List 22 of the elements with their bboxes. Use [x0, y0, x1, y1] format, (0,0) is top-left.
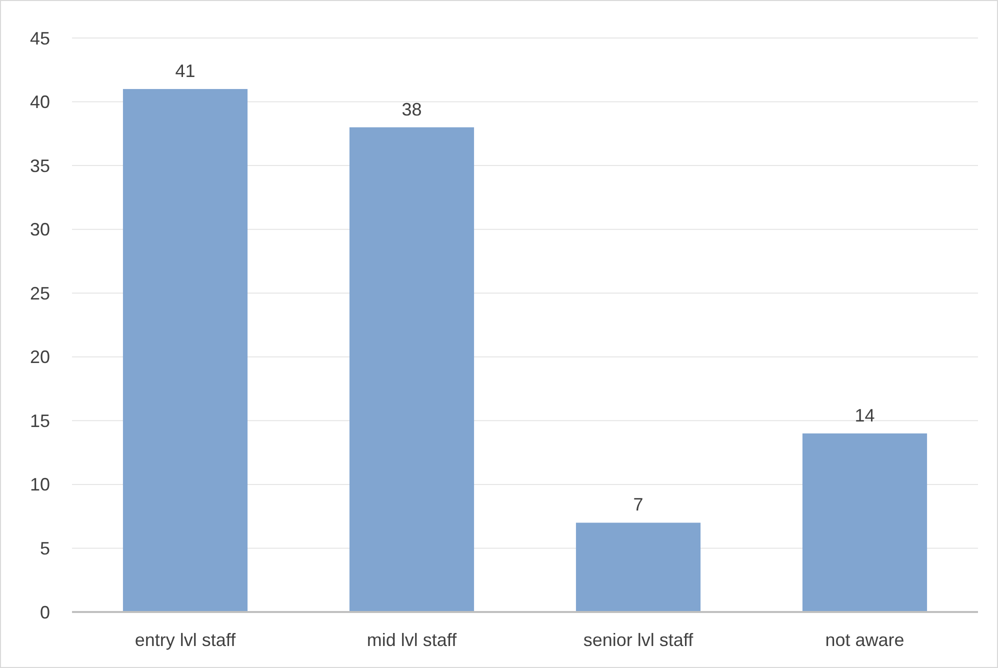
y-tick-label: 0: [40, 602, 50, 622]
x-tick-label: mid lvl staff: [366, 630, 458, 650]
y-tick-label: 25: [30, 283, 50, 304]
y-tick-label: 30: [30, 220, 50, 240]
data-label: 38: [402, 99, 422, 120]
y-tick-label: 35: [30, 156, 50, 176]
y-tick-label: 45: [30, 28, 50, 48]
bar: [349, 127, 474, 612]
bar: [122, 89, 248, 612]
x-tick-label: not aware: [825, 630, 904, 650]
y-tick-label: 15: [30, 410, 50, 431]
bar: [802, 433, 928, 612]
y-tick-label: 10: [30, 474, 50, 495]
bar: [576, 522, 701, 612]
data-label: 14: [854, 405, 875, 426]
data-label: 41: [175, 61, 196, 82]
y-tick-label: 20: [30, 347, 50, 368]
y-tick-label: 40: [30, 92, 50, 112]
x-tick-label: senior lvl staff: [583, 630, 694, 650]
data-label: 7: [633, 494, 644, 515]
x-tick-label: entry lvl staff: [134, 630, 237, 650]
y-tick-label: 5: [40, 538, 50, 559]
